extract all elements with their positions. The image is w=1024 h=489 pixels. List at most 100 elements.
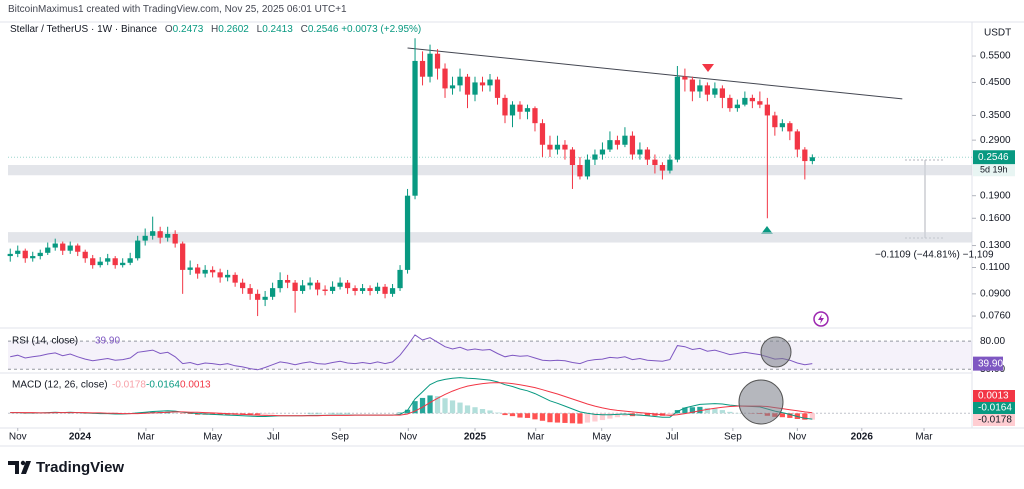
signal-value: 0.0013 [180, 380, 211, 391]
candle-body [442, 68, 448, 89]
macd-hist-bar [442, 398, 448, 414]
rsi-value: 39.90 [95, 336, 120, 347]
candle-body [232, 274, 238, 283]
candle-body [419, 60, 426, 77]
x-tick-label: Mar [137, 432, 155, 443]
candle-body [704, 85, 711, 95]
macd-hist-bar [247, 413, 253, 415]
candle-body [584, 159, 591, 177]
candle-body [622, 135, 628, 145]
candle-body [682, 76, 688, 80]
rsi-value-tag: 39.90 [978, 358, 1003, 369]
candle-body [524, 108, 531, 112]
rsi-band [8, 341, 972, 370]
macd-hist-bar [637, 413, 643, 416]
macd-hist-bar [539, 413, 546, 421]
macd-line [10, 377, 813, 420]
candle-body [757, 101, 763, 105]
candle-body [180, 243, 186, 270]
macd-hist-bar [532, 413, 538, 420]
hist-tag [973, 414, 1015, 426]
candle-body [427, 53, 433, 77]
candle-body [734, 104, 740, 109]
macd-hist-bar [607, 413, 613, 419]
candle-body [449, 85, 456, 89]
countdown-tag [973, 164, 1015, 177]
x-tick-label: Jul [267, 432, 280, 443]
candle-body [165, 233, 171, 238]
change-label: +0.0073 (+2.95%) [341, 24, 422, 35]
support-zone [8, 232, 972, 243]
buy-marker [761, 226, 773, 234]
macd-hist-bar [254, 413, 261, 415]
candle-body [592, 154, 598, 160]
ohlc-value: 0.2413 [262, 24, 293, 35]
x-tick-label: Mar [527, 432, 545, 443]
signal-tag [973, 390, 1015, 402]
candle-body [277, 280, 283, 289]
candle-body [60, 243, 66, 251]
y-tick-label: 0.1300 [980, 240, 1011, 251]
candle-body [299, 285, 306, 291]
macd-hist-bar [404, 409, 411, 414]
candle-body [457, 76, 463, 86]
candle-body [719, 88, 726, 98]
rsi-tick-label: 80.00 [980, 336, 1005, 347]
candle-body [195, 267, 201, 274]
candle-body [269, 288, 276, 297]
candle-body [412, 60, 418, 196]
event-icon[interactable] [813, 311, 829, 327]
ohlc-value: 0.2546 [307, 24, 339, 35]
x-tick-label: May [592, 432, 611, 443]
candle-body [15, 250, 21, 254]
candle-body [157, 231, 163, 238]
macd-hist-bar [479, 409, 486, 414]
candle-body [547, 144, 553, 150]
rsi-title: RSI (14, close) [12, 336, 78, 347]
macd-hist-bar [187, 413, 193, 414]
candle-body [314, 282, 321, 290]
candle-body [172, 233, 178, 244]
macd-hist-bar [464, 405, 471, 414]
x-tick-label: Sep [724, 432, 742, 443]
ohlc-value: 0.2602 [218, 24, 249, 35]
candle-body [614, 140, 621, 145]
macd-hist-bar [802, 413, 808, 420]
candle-body [382, 286, 388, 294]
candle-body [240, 282, 246, 289]
candle-body [52, 243, 58, 248]
candle-body [75, 245, 81, 252]
candle-body [397, 269, 403, 289]
candle-body [689, 79, 696, 92]
logo-mark [20, 460, 26, 466]
rsi-line [10, 334, 813, 371]
candle-body [22, 250, 28, 259]
x-tick-label: Sep [331, 432, 349, 443]
signal-tag-label: 0.0013 [978, 391, 1009, 402]
y-tick-label: 0.1100 [980, 262, 1010, 273]
candle-body [367, 288, 373, 291]
candle-body [577, 165, 583, 177]
macd-hist-bar [502, 413, 508, 416]
candle-body [674, 76, 681, 160]
candle-body [697, 85, 703, 92]
header: BitcoinMaximus1 created with TradingView… [8, 4, 347, 15]
x-tick-label: 2024 [69, 432, 92, 443]
x-tick-label: 2025 [464, 432, 487, 443]
y-tick-label: 0.5500 [980, 51, 1011, 62]
annotation-circle [760, 336, 792, 368]
macd-hist-bar [569, 413, 576, 424]
candle-body [562, 144, 568, 150]
candle-body [712, 88, 718, 95]
macd-tag [973, 402, 1015, 414]
trendline [407, 47, 903, 100]
candle-body [262, 296, 268, 300]
y-tick-label: 0.1900 [980, 190, 1011, 201]
candle-body [472, 82, 478, 95]
ohlc-key: L [256, 24, 263, 35]
macd-hist-bar [262, 413, 268, 415]
candle-body [322, 289, 328, 291]
last-price-tag [973, 150, 1015, 165]
candle-body [629, 135, 636, 155]
